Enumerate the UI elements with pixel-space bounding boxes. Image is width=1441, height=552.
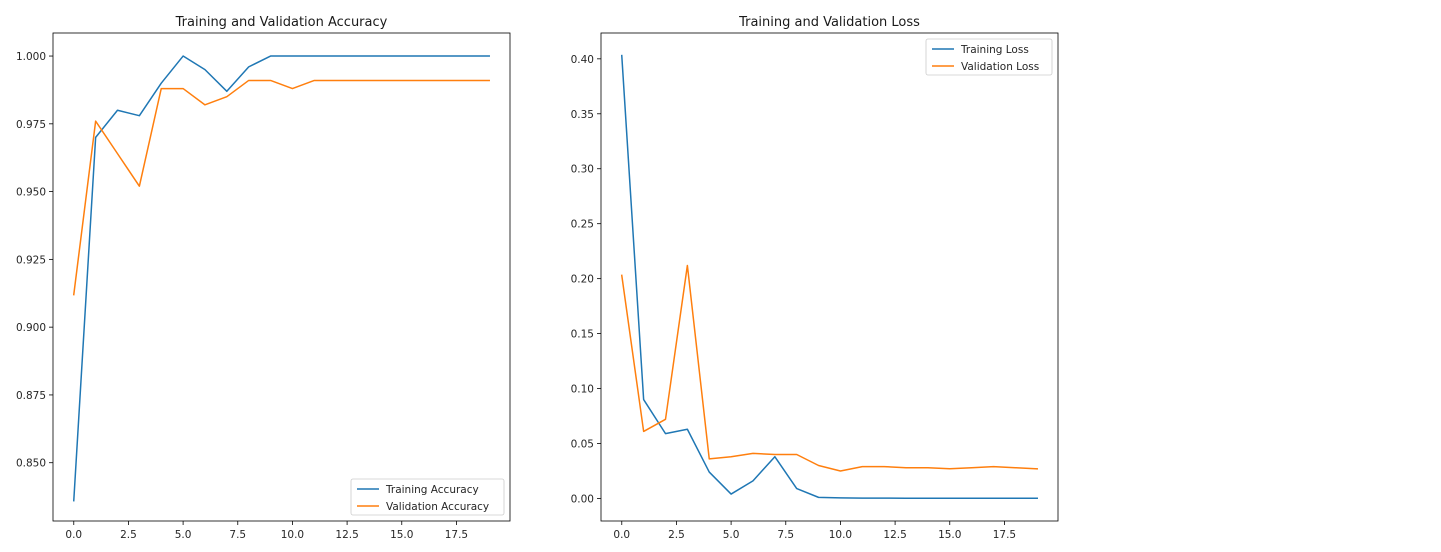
loss-x-tick-label: 0.0 bbox=[613, 529, 630, 541]
loss-x-tick-label: 2.5 bbox=[668, 529, 685, 541]
loss-y-tick-label: 0.25 bbox=[571, 219, 594, 231]
loss-legend-label-1: Validation Loss bbox=[961, 61, 1039, 73]
accuracy-y-tick-label: 0.950 bbox=[16, 187, 46, 199]
accuracy-x-tick-label: 5.0 bbox=[175, 529, 192, 541]
accuracy-y-tick-label: 0.875 bbox=[16, 390, 46, 402]
loss-legend-box bbox=[925, 38, 1053, 76]
loss-x-tick-label: 7.5 bbox=[777, 529, 794, 541]
loss-y-tick-label: 0.30 bbox=[571, 164, 594, 176]
loss-x-tick-label: 10.0 bbox=[829, 529, 852, 541]
loss-y-tick-label: 0.40 bbox=[571, 54, 594, 66]
loss-axes-frame bbox=[600, 32, 1059, 522]
accuracy-axes-frame bbox=[52, 32, 511, 522]
accuracy-chart-title: Training and Validation Accuracy bbox=[175, 15, 388, 30]
loss-chart: Training and Validation Loss 0.0 2.5 5.0 7.… bbox=[571, 15, 1059, 541]
loss-x-tick-label: 5.0 bbox=[723, 529, 740, 541]
loss-y-tick-label: 0.15 bbox=[571, 329, 594, 341]
loss-series-line-1 bbox=[620, 264, 1039, 472]
accuracy-legend-label-0: Training Accuracy bbox=[385, 484, 479, 496]
accuracy-y-tick-label: 0.900 bbox=[16, 322, 46, 334]
loss-x-tick-label: 12.5 bbox=[883, 529, 906, 541]
loss-legend-label-0: Training Loss bbox=[960, 44, 1029, 56]
accuracy-legend-label-1: Validation Accuracy bbox=[386, 501, 489, 513]
accuracy-x-tick-label: 15.0 bbox=[390, 529, 413, 541]
loss-x-tick-label: 17.5 bbox=[993, 529, 1016, 541]
accuracy-x-tick-label: 7.5 bbox=[229, 529, 246, 541]
accuracy-x-tick-label: 17.5 bbox=[445, 529, 468, 541]
loss-legend: Training Loss Validation Loss bbox=[925, 38, 1053, 76]
loss-x-tick-label: 15.0 bbox=[938, 529, 961, 541]
accuracy-series-line-0 bbox=[72, 55, 490, 502]
accuracy-x-tick-label: 0.0 bbox=[65, 529, 82, 541]
accuracy-x-tick-label: 10.0 bbox=[281, 529, 304, 541]
accuracy-legend: Training Accuracy Validation Accuracy bbox=[350, 478, 505, 516]
accuracy-y-tick-label: 1.000 bbox=[16, 51, 46, 63]
loss-y-tick-label: 0.00 bbox=[571, 493, 594, 505]
accuracy-chart: Training and Validation Accuracy 0.0 2.5 5… bbox=[16, 15, 511, 541]
loss-y-tick-label: 0.20 bbox=[571, 274, 594, 286]
accuracy-legend-box bbox=[350, 478, 505, 516]
loss-series-line-0 bbox=[620, 54, 1038, 499]
accuracy-series-line-1 bbox=[72, 79, 490, 296]
loss-y-tick-label: 0.10 bbox=[571, 384, 594, 396]
accuracy-y-tick-label: 0.925 bbox=[16, 254, 46, 266]
loss-y-tick-label: 0.35 bbox=[571, 109, 594, 121]
loss-chart-title: Training and Validation Loss bbox=[738, 15, 920, 30]
accuracy-x-tick-label: 2.5 bbox=[120, 529, 137, 541]
loss-y-tick-label: 0.05 bbox=[571, 439, 594, 451]
accuracy-y-tick-label: 0.975 bbox=[16, 119, 46, 131]
accuracy-x-tick-label: 12.5 bbox=[335, 529, 358, 541]
accuracy-y-tick-label: 0.850 bbox=[16, 458, 46, 470]
